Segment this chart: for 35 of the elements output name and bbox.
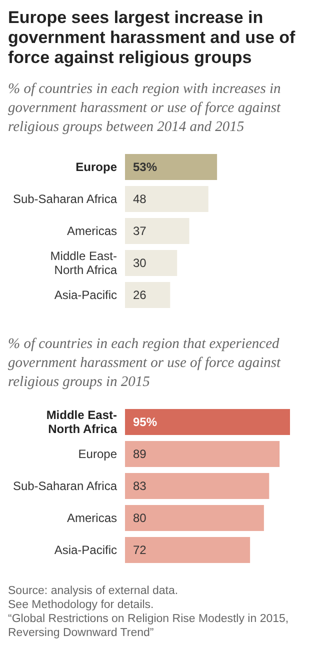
data-label: 83 [133,479,147,493]
y-tick-label: Asia-Pacific [54,543,117,557]
data-label: 30 [133,256,147,270]
y-tick-label: Middle East- North Africa [46,408,118,436]
chart-subtitle: % of countries in each region with increases in government harassment or use of force against religious groups between 2014 and 2015 [8,81,281,135]
bar [125,250,178,276]
data-label: 48 [133,192,147,206]
data-label: 80 [133,511,147,525]
data-label: 95% [133,415,158,429]
y-tick-label: Middle East- North Africa [50,249,118,277]
y-tick-label: Europe [78,447,118,461]
bar [125,282,170,308]
bar [125,409,290,435]
bar [125,473,270,499]
data-label: 53% [133,160,158,174]
y-tick-label: Americas [66,511,117,525]
chart-title: Europe sees largest increase in government harassment and use of force against religious groups [7,7,296,68]
source-note: Source: analysis of external data. See Methodology for details. [7,584,180,612]
data-label: 26 [133,288,147,302]
bar [125,441,280,467]
data-label: 37 [133,224,147,238]
data-label: 89 [133,447,147,461]
y-tick-label: Sub-Saharan Africa [12,479,118,493]
data-label: 72 [133,543,147,557]
bar [125,186,208,212]
y-tick-label: Americas [66,224,117,238]
y-tick-label: Sub-Saharan Africa [12,192,118,206]
y-tick-label: Asia-Pacific [54,288,117,302]
bar [125,537,250,563]
bar [125,505,264,531]
bar [125,218,190,244]
bar [125,154,218,180]
chart-subtitle: % of countries in each region that experienced government harassment or use of force against religious groups in 2015 [8,336,281,390]
text: “Global Restrictions on Religion Rise Modestly in 2015, Reversing Downward Trend” [7,612,290,640]
y-tick-label: Europe [76,160,118,174]
